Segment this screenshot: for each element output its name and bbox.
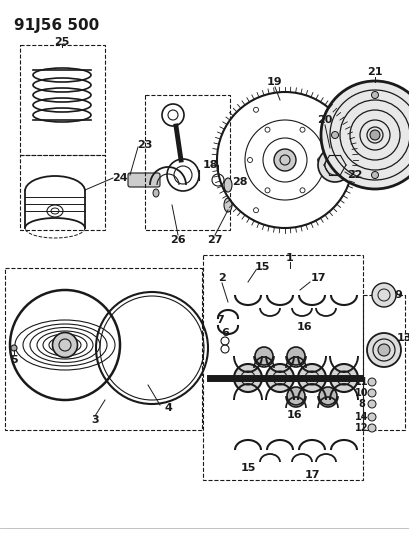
Ellipse shape: [52, 333, 77, 358]
Ellipse shape: [367, 389, 375, 397]
Bar: [202, 255, 362, 480]
Bar: [20, 155, 105, 230]
Text: 13: 13: [396, 333, 409, 343]
FancyBboxPatch shape: [128, 173, 160, 187]
Text: 24: 24: [112, 173, 128, 183]
Bar: [20, 45, 105, 155]
Text: 20: 20: [317, 115, 332, 125]
Text: 10: 10: [354, 388, 368, 398]
Text: 8: 8: [358, 399, 364, 409]
Ellipse shape: [366, 333, 400, 367]
Ellipse shape: [318, 387, 336, 405]
Ellipse shape: [317, 148, 351, 182]
Text: 14: 14: [354, 412, 368, 422]
Ellipse shape: [367, 400, 375, 408]
Text: 3: 3: [91, 415, 99, 425]
Text: 17: 17: [310, 273, 325, 283]
Ellipse shape: [286, 387, 304, 405]
Ellipse shape: [223, 198, 231, 212]
Bar: [5, 268, 202, 430]
Ellipse shape: [367, 424, 375, 432]
Text: 16: 16: [286, 410, 302, 420]
Ellipse shape: [286, 347, 304, 365]
Text: 91J56 500: 91J56 500: [14, 18, 99, 33]
Ellipse shape: [320, 81, 409, 189]
Bar: [145, 95, 229, 230]
Bar: [362, 295, 404, 430]
Text: 7: 7: [216, 315, 223, 325]
Text: 12: 12: [354, 423, 368, 433]
Ellipse shape: [371, 172, 378, 179]
Ellipse shape: [329, 364, 357, 392]
Text: 15: 15: [254, 262, 269, 272]
Text: 9: 9: [393, 290, 401, 300]
Ellipse shape: [371, 92, 378, 99]
Text: 26: 26: [170, 235, 185, 245]
Ellipse shape: [11, 345, 17, 351]
Text: 15: 15: [240, 463, 255, 473]
Ellipse shape: [331, 132, 338, 139]
Text: 4: 4: [164, 403, 171, 413]
Ellipse shape: [234, 364, 261, 392]
Ellipse shape: [153, 189, 159, 197]
Ellipse shape: [367, 378, 375, 386]
Text: 2: 2: [218, 273, 225, 283]
Ellipse shape: [273, 149, 295, 171]
Ellipse shape: [223, 178, 231, 192]
Text: 1: 1: [285, 253, 293, 263]
Text: 21: 21: [366, 67, 382, 77]
Text: 11: 11: [354, 377, 368, 387]
Text: 28: 28: [231, 177, 247, 187]
Text: 22: 22: [346, 170, 362, 180]
Text: 25: 25: [54, 37, 70, 47]
Ellipse shape: [254, 347, 272, 365]
Ellipse shape: [265, 364, 293, 392]
Text: 5: 5: [10, 355, 18, 365]
Text: 18: 18: [202, 160, 217, 170]
Text: 17: 17: [303, 470, 319, 480]
Ellipse shape: [297, 364, 325, 392]
Ellipse shape: [369, 130, 379, 140]
Text: 6: 6: [220, 328, 228, 338]
Ellipse shape: [377, 344, 389, 356]
Ellipse shape: [367, 413, 375, 421]
Text: 27: 27: [207, 235, 222, 245]
Text: 23: 23: [137, 140, 152, 150]
Text: 16: 16: [297, 322, 312, 332]
Ellipse shape: [371, 283, 395, 307]
Text: 19: 19: [267, 77, 282, 87]
